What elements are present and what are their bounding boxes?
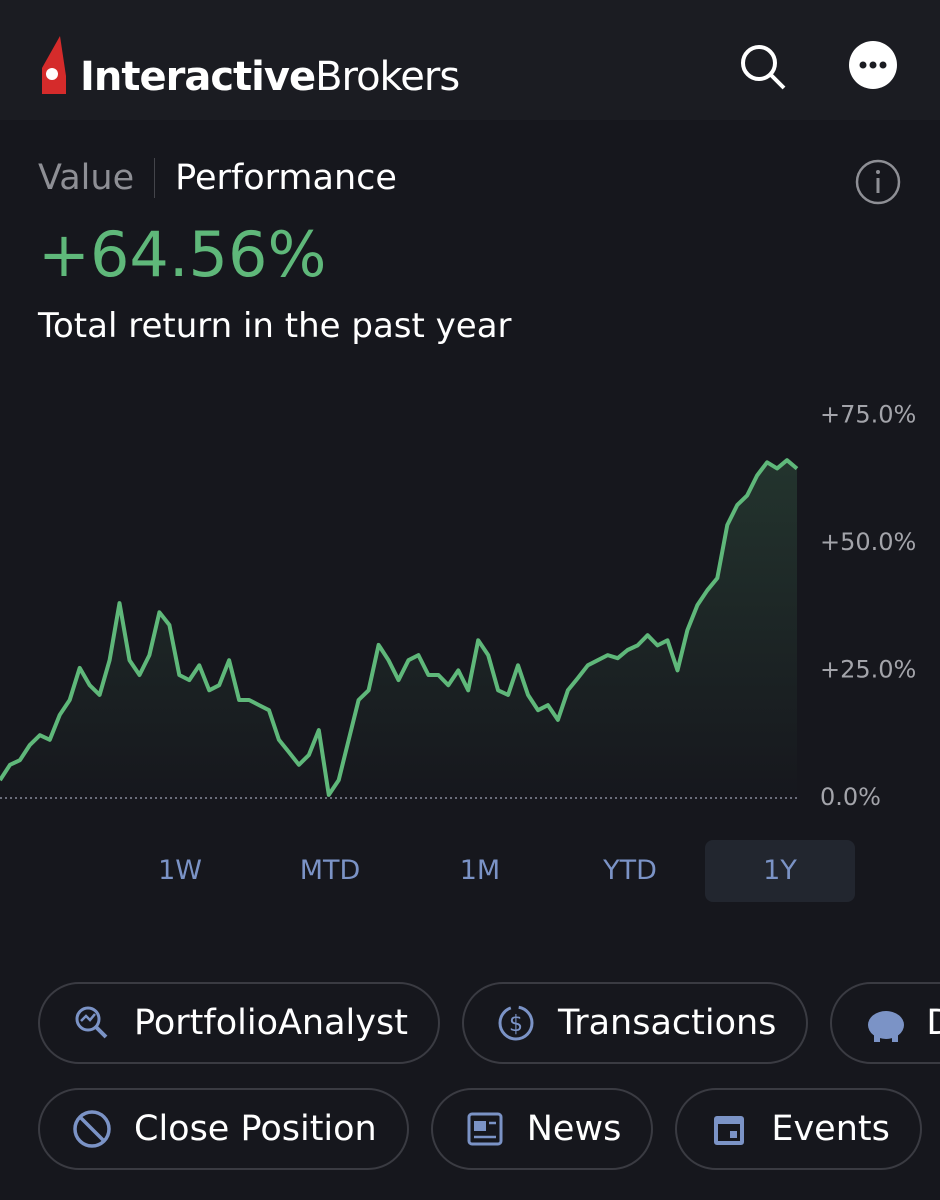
- range-selector: 1W MTD 1M YTD 1Y: [105, 840, 855, 902]
- button-label: Transactions: [557, 1003, 777, 1043]
- button-label: PortfolioAnalyst: [134, 1003, 408, 1043]
- svg-text:$: $: [509, 1012, 523, 1037]
- button-icon: [75, 1006, 108, 1039]
- headline: +64.56%: [38, 218, 327, 291]
- line: [0, 458, 799, 797]
- button-label: Close Position: [134, 1109, 377, 1149]
- button-icon: $: [498, 1005, 534, 1041]
- action-button[interactable]: News: [430, 1088, 654, 1170]
- chart: 0.0% +25.0% +50.0% +75.0%: [0, 400, 916, 811]
- range-button[interactable]: 1M: [459, 855, 501, 886]
- area: [0, 460, 797, 798]
- header: InteractiveBrokers: [0, 0, 940, 120]
- range-button[interactable]: 1W: [158, 855, 202, 886]
- button-row: PortfolioAnalyst $ Transactions D: [38, 982, 940, 1064]
- action-button[interactable]: PortfolioAnalyst: [38, 982, 440, 1064]
- info-icon[interactable]: [854, 158, 902, 206]
- more-icon[interactable]: [848, 40, 898, 90]
- y-tick-label: +25.0%: [820, 655, 916, 683]
- action-button[interactable]: D: [830, 982, 940, 1064]
- y-tick-label: +75.0%: [820, 400, 916, 428]
- y-tick-label: +50.0%: [820, 528, 916, 556]
- button-icon: [868, 1011, 905, 1042]
- button-icon: [714, 1116, 745, 1145]
- subtitle: Total return in the past year: [38, 306, 512, 346]
- y-tick-label: 0.0%: [820, 783, 881, 811]
- button-label: News: [526, 1109, 622, 1149]
- action-button[interactable]: Close Position: [38, 1088, 409, 1170]
- tab[interactable]: Performance: [175, 158, 397, 198]
- button-row: Close Position News Events: [38, 1088, 922, 1170]
- logo-icon: [42, 36, 66, 94]
- logo-bold: Interactive: [80, 54, 316, 100]
- logo: InteractiveBrokers: [80, 54, 460, 100]
- range-button[interactable]: 1Y: [705, 840, 855, 902]
- button-label: Events: [771, 1109, 890, 1149]
- button-icon: [73, 1110, 111, 1148]
- action-button[interactable]: Events: [675, 1088, 922, 1170]
- action-button[interactable]: $ Transactions: [461, 982, 809, 1064]
- tabs: Value Performance: [38, 158, 397, 198]
- logo-light: Brokers: [315, 54, 460, 100]
- search-icon[interactable]: [738, 42, 788, 92]
- range-button[interactable]: YTD: [603, 855, 657, 886]
- button-label: D: [926, 1003, 940, 1043]
- range-button[interactable]: MTD: [299, 855, 361, 886]
- tab[interactable]: Value: [38, 158, 156, 198]
- button-icon: [467, 1112, 503, 1146]
